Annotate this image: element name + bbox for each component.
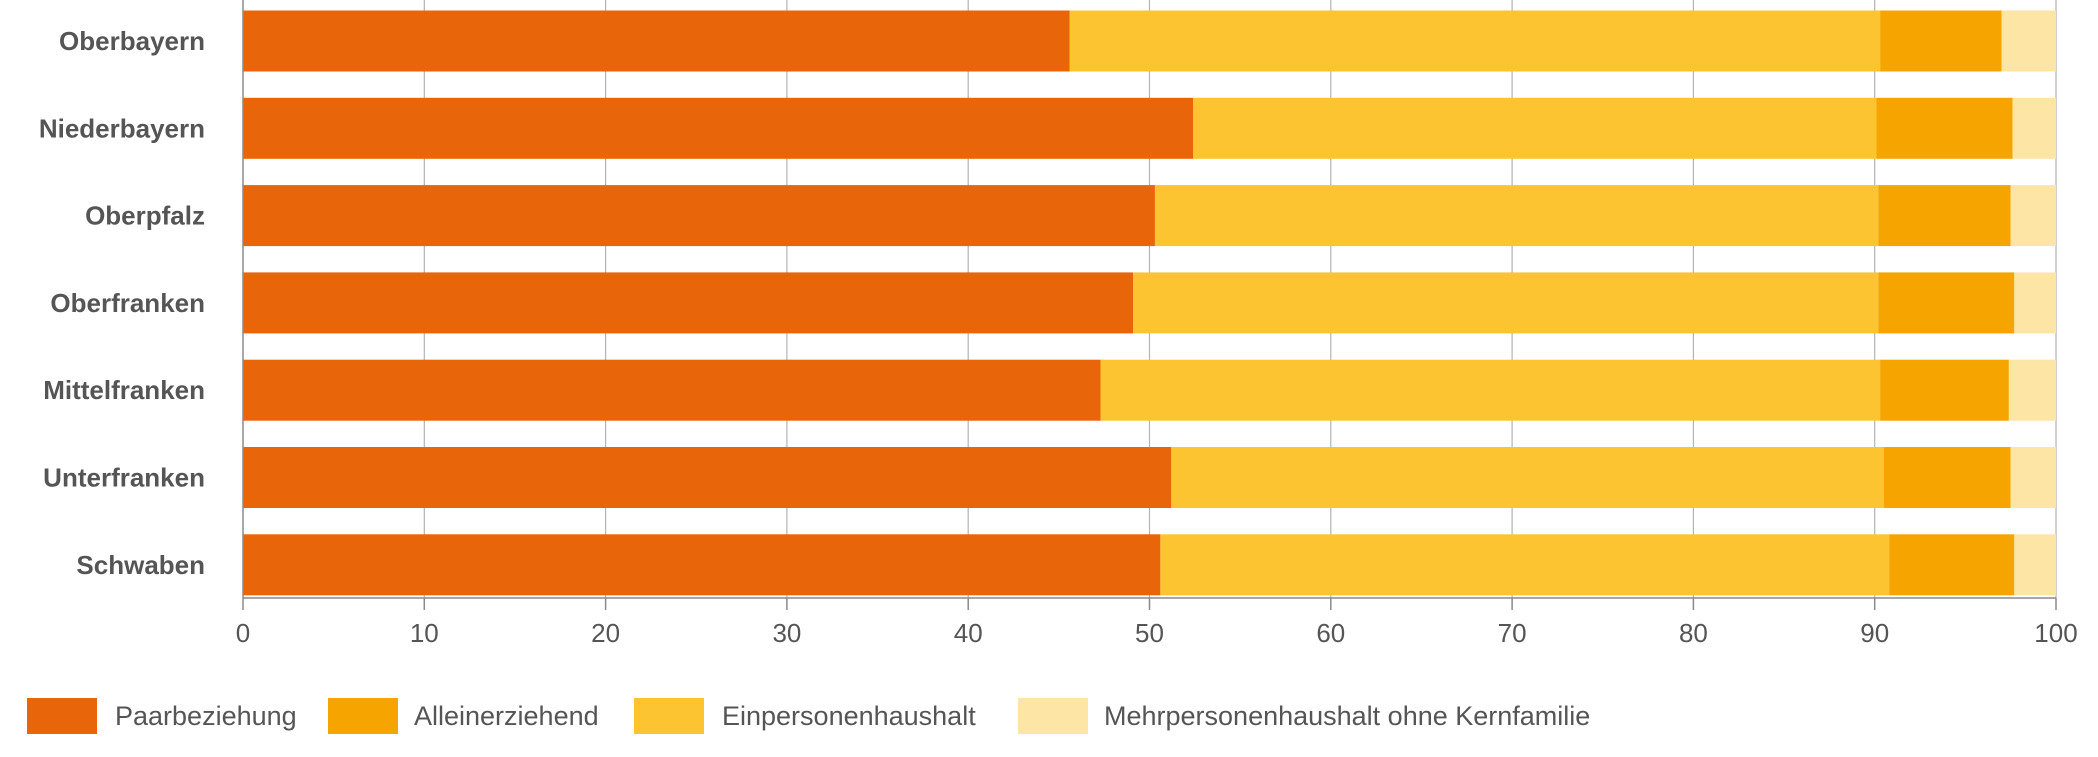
legend-label: Alleinerziehend: [414, 701, 599, 731]
bar-segment: [2010, 447, 2056, 508]
bar-segment: [2008, 359, 2056, 421]
bar-segment: [1880, 359, 2009, 421]
legend-item: Einpersonenhaushalt: [634, 698, 976, 734]
x-tick-label: 90: [1860, 618, 1889, 648]
category-labels: Oberbayern Niederbayern Oberpfalz Oberfrank…: [39, 26, 205, 580]
bar-segment: [2012, 97, 2056, 159]
x-tick-label: 80: [1679, 618, 1708, 648]
axes: [242, 0, 2057, 610]
category-label: Oberfranken: [50, 288, 205, 318]
x-tick-labels: 0 10 20 30 40 50 60 70 80 90 100: [236, 618, 2078, 648]
legend-swatch: [328, 698, 398, 734]
bar-segment: [243, 359, 1101, 421]
bar-segment: [1878, 272, 2015, 334]
category-label: Mittelfranken: [43, 375, 205, 405]
legend-swatch: [1018, 698, 1088, 734]
bar-segment: [2001, 10, 2056, 72]
bar-segment: [2010, 185, 2056, 247]
bar-segment: [1878, 185, 2011, 247]
legend-swatch: [27, 698, 97, 734]
x-tick-label: 70: [1498, 618, 1527, 648]
legend: Paarbeziehung Alleinerziehend Einpersonenh…: [27, 698, 1590, 734]
x-tick-label: 20: [591, 618, 620, 648]
category-label: Unterfranken: [43, 463, 205, 493]
bar-segment: [243, 97, 1194, 159]
bar-segment: [1100, 359, 1881, 421]
x-tick-label: 30: [772, 618, 801, 648]
bar-segment: [1889, 534, 2015, 596]
category-label: Schwaben: [76, 550, 205, 580]
bar-segment: [2014, 272, 2056, 334]
legend-item: Mehrpersonenhaushalt ohne Kernfamilie: [1018, 698, 1590, 734]
legend-swatch: [634, 698, 704, 734]
category-label: Oberpfalz: [85, 201, 205, 231]
x-tick-label: 60: [1316, 618, 1345, 648]
x-tick-label: 0: [236, 618, 250, 648]
x-tick-label: 100: [2034, 618, 2077, 648]
bar-segment: [1154, 185, 1879, 247]
bar-segment: [1160, 534, 1890, 596]
legend-item: Alleinerziehend: [328, 698, 599, 734]
bar-segment: [1880, 10, 2002, 72]
bar-segment: [1133, 272, 1879, 334]
bar-segment: [1069, 10, 1881, 72]
bar-segment: [243, 185, 1155, 247]
bar-segment: [1193, 97, 1877, 159]
legend-item: Paarbeziehung: [27, 698, 297, 734]
bar-segment: [1883, 447, 2011, 508]
bar-segment: [2014, 534, 2056, 596]
bar-segment: [243, 534, 1161, 596]
x-tick-label: 50: [1135, 618, 1164, 648]
bar-segment: [1876, 97, 2013, 159]
bar-segment: [243, 272, 1134, 334]
x-tick-label: 10: [410, 618, 439, 648]
category-label: Oberbayern: [59, 26, 205, 56]
bar-segment: [1171, 447, 1884, 508]
bars: [243, 10, 2056, 596]
legend-label: Paarbeziehung: [115, 701, 297, 731]
legend-label: Mehrpersonenhaushalt ohne Kernfamilie: [1104, 701, 1590, 731]
bar-segment: [243, 447, 1172, 508]
bar-segment: [243, 10, 1070, 72]
x-tick-label: 40: [954, 618, 983, 648]
legend-label: Einpersonenhaushalt: [722, 701, 976, 731]
category-label: Niederbayern: [39, 113, 205, 143]
